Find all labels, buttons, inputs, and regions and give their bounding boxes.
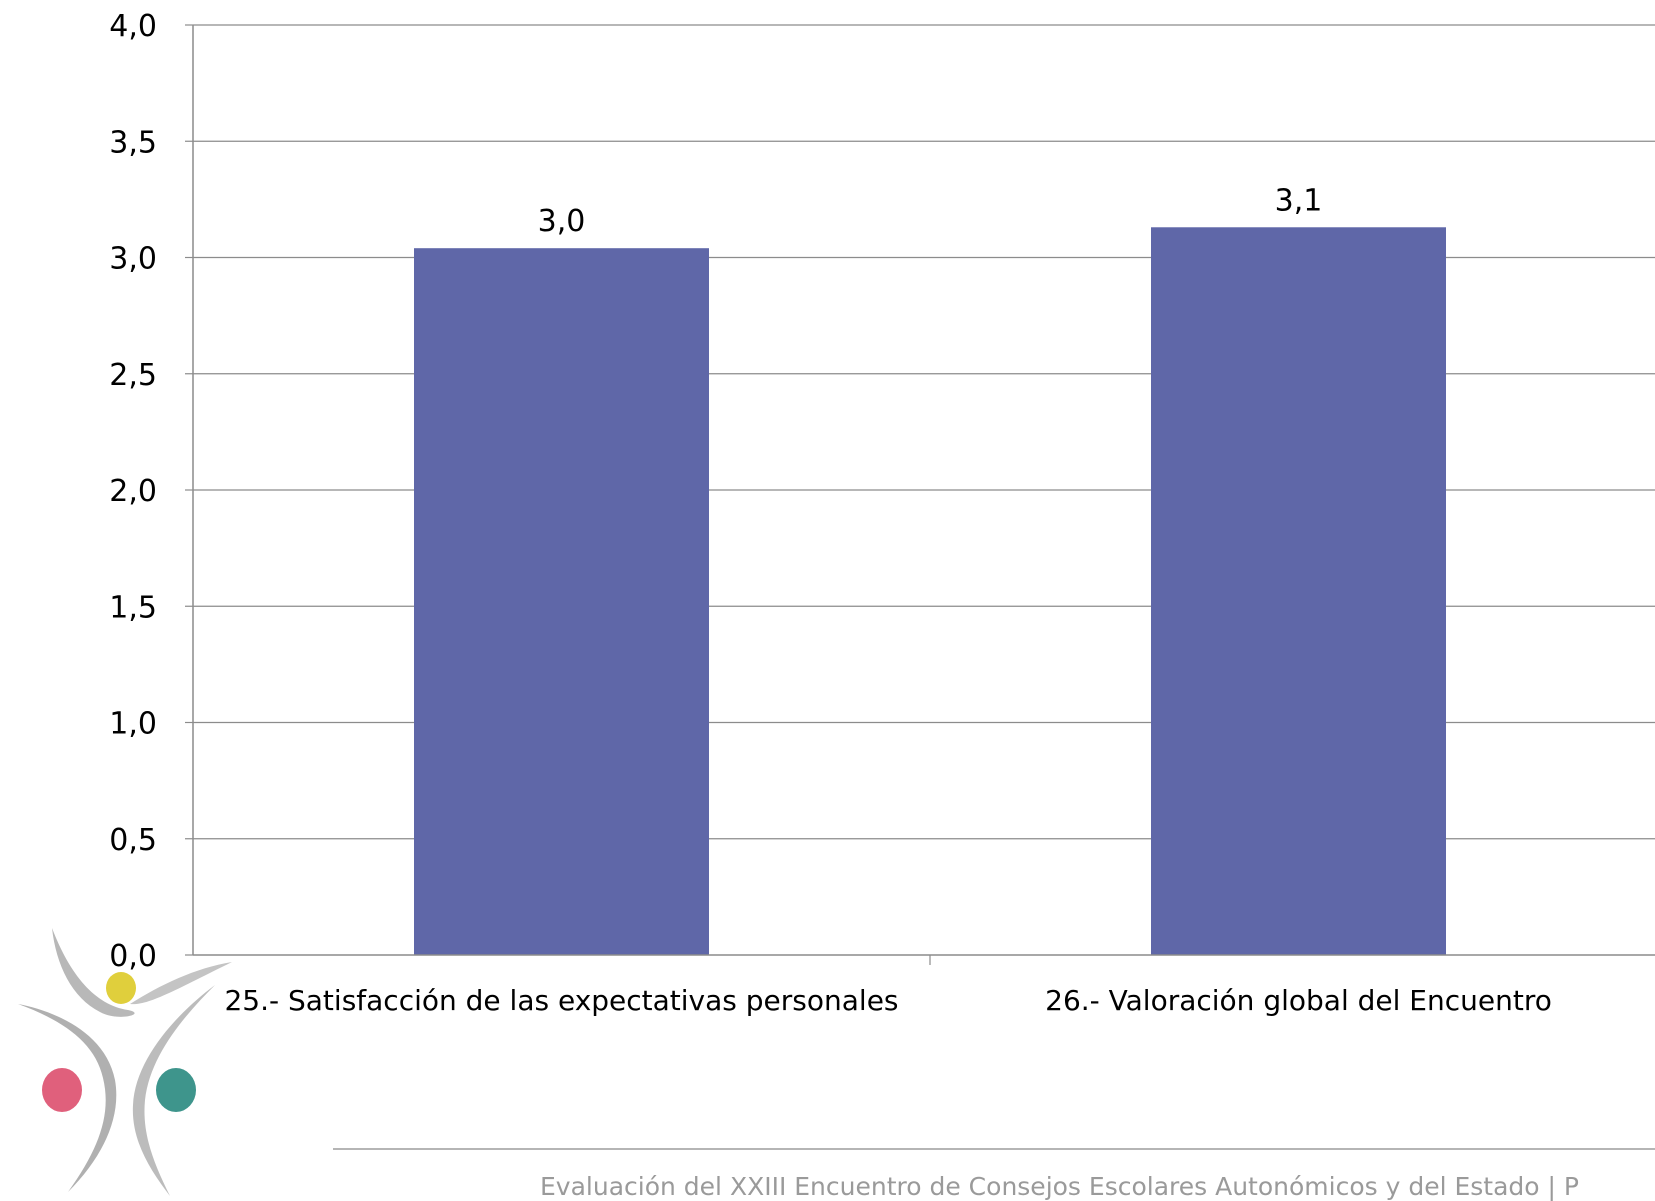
- logo-swoosh-right: [132, 985, 215, 1196]
- y-tick-label: 4,0: [109, 9, 157, 44]
- data-labels: 3,0 3,1: [538, 183, 1323, 239]
- footer-text: Evaluación del XXIII Encuentro de Consej…: [540, 1172, 1579, 1201]
- y-tick-label: 3,0: [109, 242, 157, 277]
- data-label: 3,0: [538, 204, 586, 239]
- category-label: 26.- Valoración global del Encuentro: [1045, 984, 1552, 1017]
- y-axis-tick-labels: 0,0 0,5 1,0 1,5 2,0 2,5 3,0 3,5 4,0: [109, 9, 157, 974]
- logo-dot-yellow: [106, 972, 136, 1004]
- logo-swoosh-top-left: [52, 928, 135, 1017]
- data-label: 3,1: [1275, 183, 1323, 218]
- consejo-escolar-logo-icon: [18, 928, 232, 1196]
- logo-swoosh-left: [18, 1004, 117, 1192]
- category-label: 25.- Satisfacción de las expectativas pe…: [224, 984, 898, 1017]
- logo-dot-teal: [156, 1068, 196, 1112]
- logo-swoosh-top-right: [130, 962, 232, 1005]
- y-tick-label: 2,0: [109, 474, 157, 509]
- y-tick-label: 1,0: [109, 707, 157, 742]
- y-tick-label: 0,5: [109, 823, 157, 858]
- bar: [414, 248, 709, 955]
- y-tick-label: 0,0: [109, 939, 157, 974]
- footer-divider: [333, 1148, 1655, 1150]
- category-labels: 25.- Satisfacción de las expectativas pe…: [224, 984, 1551, 1017]
- bars: [414, 227, 1446, 955]
- axes: [192, 25, 1655, 965]
- bar: [1151, 227, 1446, 955]
- y-tick-label: 2,5: [109, 358, 157, 393]
- logo-dot-pink: [42, 1068, 82, 1112]
- y-tick-label: 1,5: [109, 590, 157, 625]
- y-tick-label: 3,5: [109, 125, 157, 160]
